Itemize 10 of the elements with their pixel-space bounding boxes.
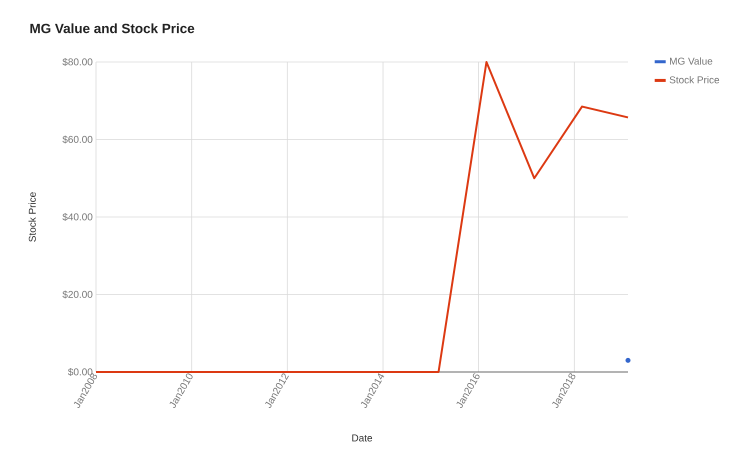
y-tick-label: $20.00 [62, 290, 92, 299]
x-axis-title: Date [352, 434, 372, 442]
line-series [95, 61, 630, 373]
legend-label: Stock Price [670, 76, 720, 84]
y-tick-label: $60.00 [62, 135, 92, 144]
chart-title: MG Value and Stock Price [30, 23, 194, 34]
y-tick-label: $40.00 [62, 212, 92, 222]
y-tick-label: $80.00 [62, 58, 92, 66]
y-axis-title: Stock Price [28, 192, 36, 242]
legend-label: MG Value [670, 57, 712, 65]
